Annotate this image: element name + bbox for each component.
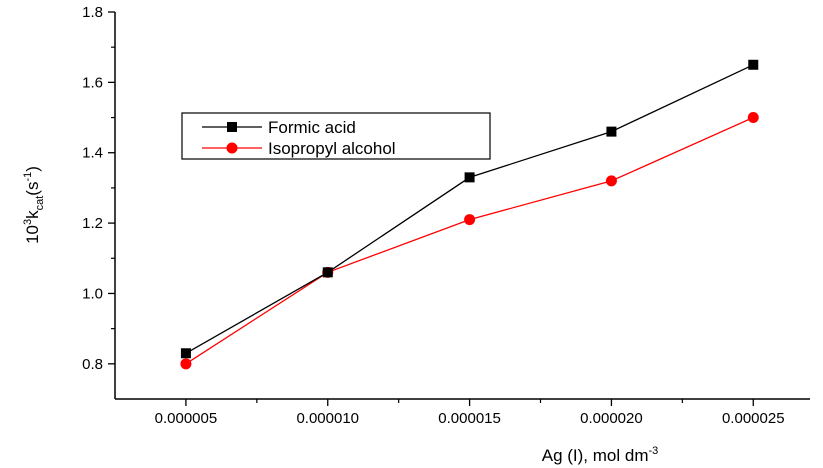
x-tick-label: 0.000005 <box>155 410 218 427</box>
y-tick-label: 1.4 <box>82 145 103 162</box>
x-axis-label-sup: -3 <box>648 445 658 457</box>
x-tick-label: 0.000010 <box>296 410 359 427</box>
data-point <box>180 348 191 359</box>
series <box>180 59 759 370</box>
data-point <box>464 214 476 226</box>
y-tick-label: 1.0 <box>82 285 103 302</box>
data-point <box>180 358 192 370</box>
y-tick-label: 1.2 <box>82 215 103 232</box>
legend: Formic acid Isopropyl alcohol <box>181 112 491 160</box>
x-axis-label: Ag (I), mol dm-3 <box>542 445 659 465</box>
y-tick-label: 1.6 <box>82 74 103 91</box>
data-point <box>322 267 333 278</box>
y-tick-label: 1.8 <box>82 4 103 21</box>
x-axis-label-main: Ag (I), mol dm <box>542 446 649 465</box>
data-point <box>748 59 759 70</box>
y-axis-label-sub: cat <box>34 196 46 211</box>
x-tick-label: 0.000015 <box>438 410 501 427</box>
series-isopropyl-alcohol <box>180 112 759 370</box>
axes <box>114 12 810 400</box>
series-line <box>185 64 754 354</box>
x-tick-label: 0.000025 <box>722 410 785 427</box>
data-point <box>747 112 759 124</box>
y-axis-label-mid: k <box>23 210 42 219</box>
legend-label-isopropyl-alcohol: Isopropyl alcohol <box>268 139 396 158</box>
y-axis-label-sup: 3 <box>22 219 34 225</box>
data-point <box>605 175 617 187</box>
data-point <box>606 126 617 137</box>
ticks: 0.8 1.0 1.2 1.4 1.6 1.8 0.000005 0.000010 0.0000… <box>82 4 784 427</box>
y-tick-label: 0.8 <box>82 356 103 373</box>
y-axis-label: 103kcat(s-1) <box>22 166 46 244</box>
legend-label-formic-acid: Formic acid <box>268 118 356 137</box>
series-formic-acid <box>180 59 759 359</box>
legend-marker-formic-acid <box>227 122 237 132</box>
x-tick-label: 0.000020 <box>580 410 643 427</box>
data-point <box>464 172 475 183</box>
legend-marker-isopropyl-alcohol <box>226 142 238 154</box>
y-axis-label-post: (s <box>23 182 42 196</box>
y-axis-label-pre: 10 <box>23 225 42 244</box>
y-axis-label-sup2: -1 <box>22 172 34 182</box>
y-axis-label-end: ) <box>23 166 42 172</box>
